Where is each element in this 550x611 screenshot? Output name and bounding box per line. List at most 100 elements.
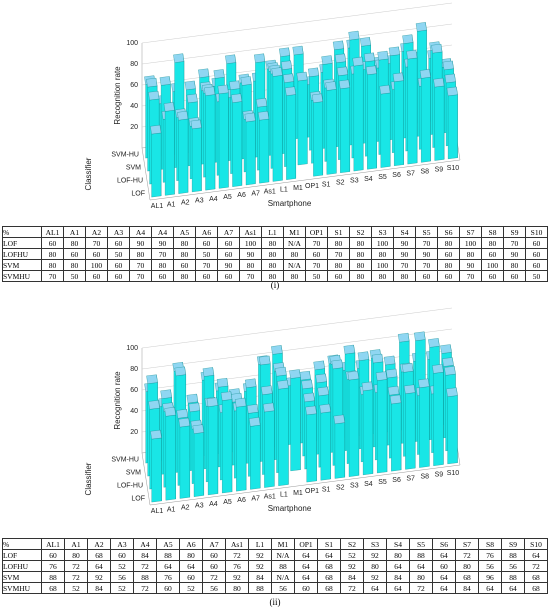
header-cell: A2	[85, 226, 108, 238]
bar-top	[150, 124, 162, 135]
cell: 80	[63, 259, 86, 271]
bar-front	[394, 80, 404, 166]
header-cell: As1	[225, 538, 249, 550]
bar-front	[193, 432, 204, 497]
bar	[285, 86, 296, 180]
x-axis-label: Smartphone	[268, 504, 312, 513]
header-cell: A4	[133, 538, 157, 550]
cell: 80	[41, 259, 64, 271]
bar-top	[281, 60, 292, 70]
cell: 60	[156, 582, 180, 594]
bar-top	[347, 370, 360, 381]
cell: 88	[41, 571, 65, 583]
header-cell: As1	[239, 226, 262, 238]
x-tick-label: A7	[251, 495, 260, 502]
cell: 64	[409, 560, 433, 572]
bar-front	[447, 94, 458, 160]
bar-top	[146, 374, 158, 384]
cell: 92	[248, 549, 272, 561]
bar-front	[419, 386, 430, 468]
header-cell: AL1	[41, 226, 64, 238]
bar-top	[446, 86, 458, 97]
bar-top	[261, 385, 273, 395]
cell: 92	[340, 560, 364, 572]
bar-top	[325, 81, 337, 91]
header-cell: S8	[481, 226, 504, 238]
cell: 88	[409, 549, 433, 561]
header-cell: A2	[87, 538, 111, 550]
cell: 52	[340, 549, 364, 561]
bar	[244, 112, 256, 186]
bar-top	[159, 76, 171, 86]
header-cell: A7	[217, 226, 240, 238]
x-tick-label: S6	[392, 477, 401, 484]
cell: 80	[409, 571, 433, 583]
cell: 84	[248, 571, 272, 583]
bar-front	[326, 89, 337, 175]
header-cell: A1	[64, 538, 88, 550]
x-tick-label: S4	[364, 176, 373, 183]
bar-front	[407, 57, 418, 165]
header-cell: S5	[409, 538, 433, 550]
cell: 88	[271, 560, 295, 572]
cell: 60	[107, 259, 130, 271]
cell: 70	[129, 270, 152, 282]
bar-top	[258, 111, 270, 121]
cell: 64	[386, 582, 410, 594]
header-cell: A1	[63, 226, 86, 238]
cell: 72	[455, 549, 479, 561]
x-tick-label: S2	[336, 179, 345, 186]
cell: 90	[393, 237, 416, 249]
bar-top	[375, 371, 388, 381]
cell: 80	[349, 237, 372, 249]
cell: 80	[437, 237, 460, 249]
x-tick-label: S7	[406, 170, 415, 177]
cell: 80	[225, 582, 249, 594]
bar-front	[367, 73, 377, 170]
bar-front	[290, 377, 301, 472]
bar-top	[385, 368, 398, 379]
bar	[365, 65, 377, 170]
header-cell: A6	[195, 226, 218, 238]
cell: 90	[239, 248, 262, 260]
bar	[217, 84, 229, 189]
bar-front	[348, 378, 360, 477]
cell: 68	[41, 582, 65, 594]
cell: 50	[525, 270, 548, 282]
bar	[150, 124, 162, 198]
cell: 68	[524, 571, 548, 583]
bar	[234, 397, 247, 492]
bar-front	[391, 402, 402, 472]
cell: 64	[294, 571, 318, 583]
y-tick-label: SVM	[126, 165, 141, 172]
bar-top	[415, 22, 427, 32]
bar-top	[359, 37, 371, 47]
row-label: LOF	[2, 237, 42, 249]
cell: 80	[363, 560, 387, 572]
x-tick-label: S3	[350, 178, 359, 185]
cell: 64	[294, 549, 318, 561]
header-cell: OP1	[294, 538, 318, 550]
bar-top	[244, 112, 256, 123]
cell: 92	[87, 571, 111, 583]
cell: 60	[305, 248, 328, 260]
x-tick-label: A3	[195, 198, 204, 205]
cell: 80	[503, 259, 526, 271]
z-tick-label: 60	[130, 82, 138, 89]
row-label: SVM	[2, 571, 42, 583]
y-tick-label: LOF	[131, 496, 145, 503]
cell: 60	[432, 560, 456, 572]
bar-top	[419, 69, 431, 79]
bar-front	[191, 127, 202, 193]
header-cell: S8	[478, 538, 502, 550]
header-cell: A5	[173, 226, 196, 238]
bar	[204, 86, 216, 191]
cell: 70	[415, 259, 438, 271]
bar-top	[312, 93, 323, 103]
row-label: LOFHU	[2, 248, 42, 260]
bar	[379, 84, 391, 168]
cell: 72	[64, 560, 88, 572]
x-tick-label: S6	[392, 172, 401, 179]
cell: 60	[481, 248, 504, 260]
header-cell: S3	[363, 538, 387, 550]
